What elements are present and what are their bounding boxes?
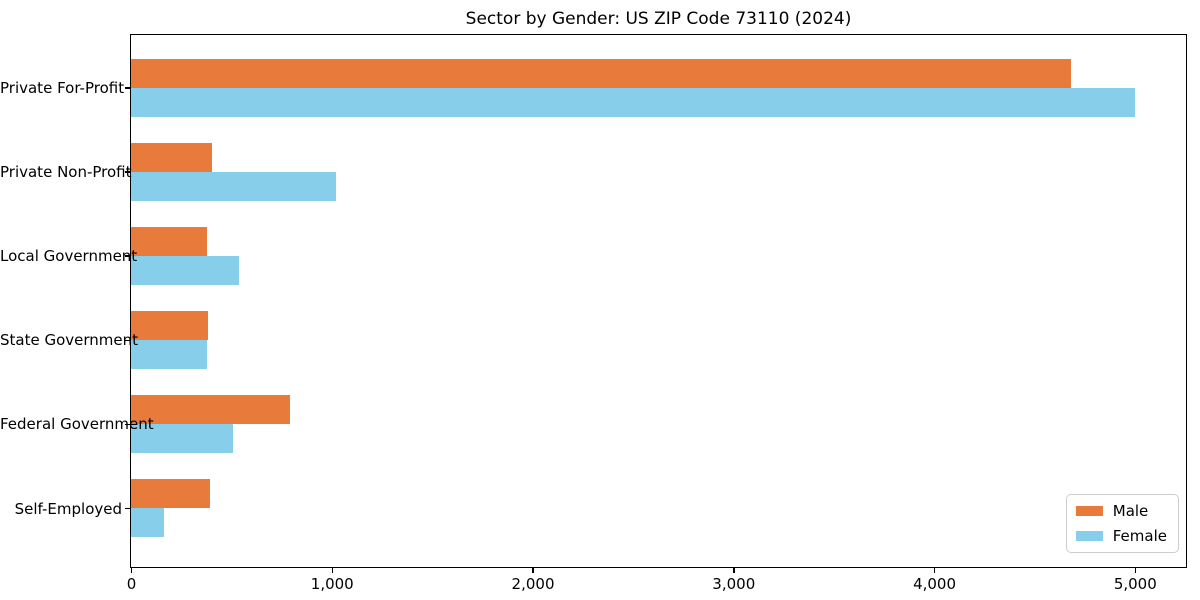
x-tick-label: 5,000 bbox=[1113, 575, 1157, 593]
x-tick-label: 1,000 bbox=[310, 575, 354, 593]
bar-male-3 bbox=[131, 310, 209, 340]
y-category-label: State Government bbox=[0, 331, 139, 350]
y-tick-mark bbox=[125, 339, 130, 342]
legend: Male Female bbox=[1065, 494, 1179, 553]
bar-male-4 bbox=[131, 394, 290, 424]
y-category-label: Self-Employed bbox=[14, 499, 122, 518]
x-tick-mark bbox=[130, 568, 133, 573]
legend-entry-male: Male bbox=[1075, 502, 1167, 520]
bar-male-2 bbox=[131, 226, 208, 256]
y-tick-mark bbox=[125, 423, 130, 426]
x-tick-label: 4,000 bbox=[913, 575, 957, 593]
x-tick-mark bbox=[933, 568, 936, 573]
x-tick-label: 0 bbox=[126, 575, 137, 593]
bar-female-3 bbox=[131, 339, 208, 369]
y-category-label: Local Government bbox=[0, 247, 138, 266]
x-tick-label: 2,000 bbox=[511, 575, 555, 593]
bar-male-0 bbox=[131, 58, 1071, 88]
chart-title: Sector by Gender: US ZIP Code 73110 (202… bbox=[465, 9, 852, 29]
bar-male-1 bbox=[131, 142, 213, 172]
bar-female-5 bbox=[131, 508, 165, 537]
legend-label-male: Male bbox=[1112, 502, 1149, 520]
bar-female-1 bbox=[131, 171, 336, 201]
x-tick-mark bbox=[532, 568, 534, 573]
y-tick-mark bbox=[125, 171, 130, 173]
legend-swatch-female bbox=[1075, 531, 1103, 541]
legend-entry-female: Female bbox=[1075, 527, 1167, 545]
x-tick-mark bbox=[1134, 568, 1137, 573]
y-tick-mark bbox=[125, 255, 130, 257]
y-tick-mark bbox=[125, 87, 130, 89]
x-tick-label: 3,000 bbox=[712, 575, 756, 593]
x-tick-mark bbox=[331, 568, 333, 573]
bar-female-4 bbox=[131, 423, 234, 453]
bar-male-5 bbox=[131, 479, 211, 508]
bar-female-2 bbox=[131, 255, 240, 285]
plot-area: Male Female bbox=[130, 34, 1187, 568]
legend-swatch-male bbox=[1075, 506, 1103, 516]
y-category-label: Private Non-Profit bbox=[0, 163, 132, 182]
bar-female-0 bbox=[131, 87, 1135, 117]
legend-label-female: Female bbox=[1112, 527, 1167, 545]
x-tick-mark bbox=[733, 568, 735, 573]
y-tick-mark bbox=[125, 507, 130, 510]
y-category-label: Federal Government bbox=[0, 415, 154, 434]
y-category-label: Private For-Profit bbox=[0, 79, 125, 97]
